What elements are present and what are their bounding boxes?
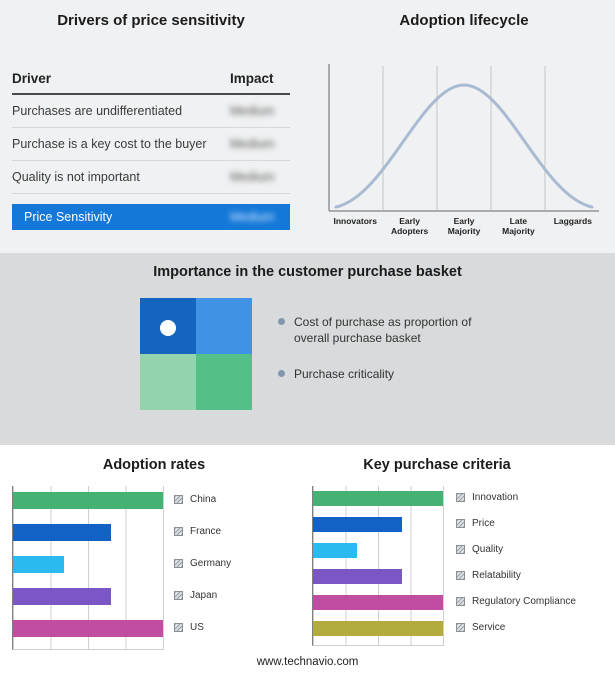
legend-swatch-icon (174, 558, 183, 568)
legend-label: Quality (472, 543, 504, 555)
adoption-lifecycle-chart (328, 64, 599, 212)
purchase-basket-quadrant (140, 298, 252, 410)
legend-label: Japan (190, 589, 218, 601)
adoption-curve-line (334, 83, 594, 209)
basket-panel-title: Importance in the customer purchase bask… (153, 264, 462, 280)
stage-label-laggards: Laggards (553, 216, 592, 226)
bar-china (13, 492, 163, 509)
legend-swatch-icon (456, 518, 465, 528)
bar-relatability (313, 569, 403, 584)
legend-label: France (190, 525, 222, 537)
legend-item: US (174, 622, 204, 633)
bullet-icon (278, 370, 285, 378)
legend-label: Germany (190, 557, 232, 569)
legend-swatch-icon (456, 596, 465, 606)
bullet-icon (278, 318, 285, 325)
price-sensitivity-highlight-row: Price Sensitivity Medium (12, 204, 290, 230)
legend-label: Relatability (472, 569, 521, 581)
legend-swatch-icon (456, 622, 465, 632)
quadrant-bottom-left (140, 354, 196, 410)
table-row: Purchase is a key cost to the buyer Medi… (12, 128, 290, 161)
purchase-basket-band (0, 253, 615, 445)
legend-item: Quality (456, 544, 503, 555)
key-purchase-criteria-legend: Innovation Price Quality Relatability Regula… (456, 486, 611, 646)
lifecycle-panel-title: Adoption lifecycle (399, 12, 529, 29)
quadrant-marker-dot (160, 320, 176, 336)
technavio-footer: www.technavio.com (256, 656, 359, 668)
legend-label: Price (472, 517, 495, 529)
column-header-impact: Impact (230, 71, 274, 86)
legend-label: Innovation (472, 491, 519, 503)
lifecycle-stage-labels: Innovators Early Adopters Early Majority… (328, 216, 600, 236)
basket-bullet-list: Cost of purchase as proportion of overal… (278, 314, 506, 403)
drivers-table-header: Driver Impact (12, 64, 290, 95)
legend-swatch-icon (174, 494, 183, 504)
legend-swatch-icon (174, 622, 183, 632)
bar-japan (13, 588, 111, 605)
quadrant-top-right (196, 298, 252, 354)
legend-label: US (190, 621, 204, 633)
list-item: Cost of purchase as proportion of overal… (278, 314, 506, 346)
legend-swatch-icon (456, 544, 465, 554)
highlight-row-label: Price Sensitivity (24, 210, 113, 224)
key-purchase-criteria-chart (312, 486, 444, 646)
legend-label: Regulatory Compliance (472, 595, 576, 607)
legend-label: China (190, 493, 217, 505)
legend-swatch-icon (456, 492, 465, 502)
adoption-rates-chart (12, 486, 164, 650)
bar-germany (13, 556, 64, 573)
bullet-text: Cost of purchase as proportion of overal… (294, 315, 472, 346)
legend-swatch-icon (174, 526, 183, 536)
adoption-rates-title: Adoption rates (102, 457, 206, 473)
driver-cell: Purchases are undifferentiated (12, 104, 183, 118)
legend-item: Regulatory Compliance (456, 596, 576, 607)
key-purchase-criteria-title: Key purchase criteria (363, 457, 511, 473)
drivers-table: Driver Impact Purchases are undifferenti… (12, 64, 290, 230)
bar-quality (313, 543, 357, 558)
bullet-text: Purchase criticality (294, 367, 395, 382)
bar-france (13, 524, 111, 541)
adoption-rates-legend: China France Germany Japan US (174, 486, 304, 650)
impact-cell-blurred: Medium (230, 170, 275, 184)
drivers-panel-title: Drivers of price sensitivity (57, 12, 245, 29)
bar-innovation (313, 491, 443, 506)
bar-regulatory-compliance (313, 595, 443, 610)
legend-item: China (174, 494, 216, 505)
legend-swatch-icon (174, 590, 183, 600)
bar-price (313, 517, 403, 532)
legend-item: Japan (174, 590, 217, 601)
driver-cell: Quality is not important (12, 170, 140, 184)
legend-label: Service (472, 621, 506, 633)
impact-cell-blurred: Medium (230, 210, 275, 224)
stage-label-late-majority: Late Majority (502, 216, 535, 237)
legend-item: Price (456, 518, 495, 529)
table-row: Quality is not important Medium (12, 161, 290, 194)
legend-item: Innovation (456, 492, 518, 503)
stage-label-early-adopters: Early Adopters (390, 216, 429, 237)
impact-cell-blurred: Medium (230, 137, 275, 151)
column-header-driver: Driver (12, 71, 52, 86)
impact-cell-blurred: Medium (230, 104, 275, 118)
legend-item: Service (456, 622, 505, 633)
table-row: Purchases are undifferentiated Medium (12, 95, 290, 128)
legend-item: Relatability (456, 570, 521, 581)
stage-label-early-majority: Early Majority (447, 216, 481, 237)
quadrant-bottom-right (196, 354, 252, 410)
bar-service (313, 621, 443, 636)
bar-us (13, 620, 163, 637)
stage-label-innovators: Innovators (333, 216, 377, 226)
legend-item: Germany (174, 558, 231, 569)
list-item: Purchase criticality (278, 366, 506, 382)
legend-swatch-icon (456, 570, 465, 580)
driver-cell: Purchase is a key cost to the buyer (12, 137, 207, 151)
legend-item: France (174, 526, 221, 537)
